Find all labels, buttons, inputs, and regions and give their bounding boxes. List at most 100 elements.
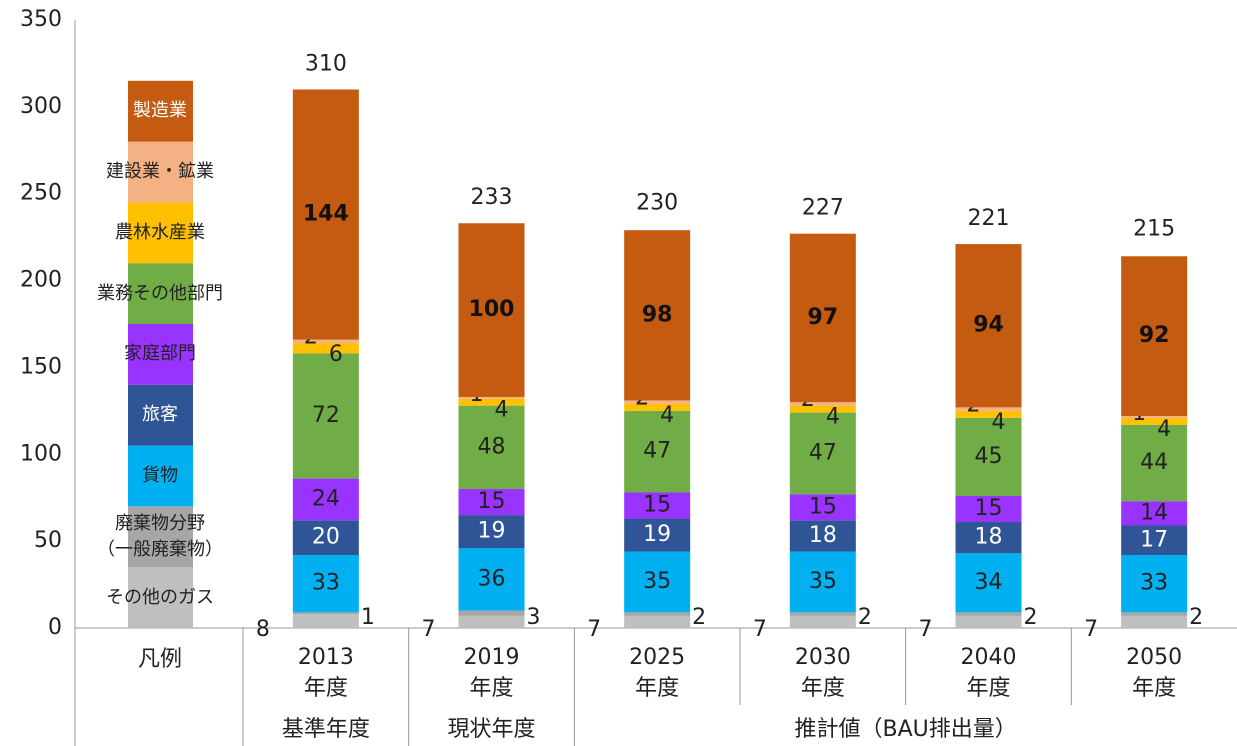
- value-label: 4: [826, 405, 840, 430]
- value-label: 47: [643, 439, 671, 464]
- legend-swatch: [128, 384, 193, 446]
- value-label: 18: [809, 523, 837, 548]
- value-label: 17: [1140, 527, 1168, 552]
- bar-segment: [1121, 501, 1188, 526]
- y-tick-label: 300: [20, 94, 62, 119]
- bar-segment: [1121, 612, 1188, 616]
- bar-segment: [292, 612, 359, 615]
- value-label: 15: [975, 496, 1003, 521]
- legend-label: 製造業: [133, 100, 187, 122]
- bar-segment: [292, 89, 359, 340]
- bar-segment: [955, 612, 1022, 616]
- legend-swatch: [128, 202, 193, 264]
- y-tick-label: 350: [20, 7, 62, 32]
- bar-segment: [458, 489, 525, 516]
- bar-segment: [458, 396, 525, 399]
- x-tick-suffix: 年度: [966, 676, 1010, 701]
- x-tick-label: 2013: [298, 645, 354, 670]
- value-label: 45: [975, 444, 1003, 469]
- legend-swatch: [128, 80, 193, 142]
- value-label: 20: [312, 525, 340, 550]
- value-label: 19: [643, 522, 671, 547]
- value-label: 97: [808, 305, 839, 330]
- bar-segment: [955, 495, 1022, 523]
- x-tick-label: 2050: [1126, 645, 1182, 670]
- bar-segment: [624, 551, 691, 613]
- bar-segment: [458, 398, 525, 406]
- value-label: 14: [1140, 500, 1168, 525]
- x-tick-label: 2019: [464, 645, 520, 670]
- value-label: 2: [1024, 605, 1038, 630]
- x-tick-suffix: 年度: [635, 676, 679, 701]
- value-label: 24: [312, 486, 340, 511]
- bar-segment: [1121, 424, 1188, 502]
- bar-segment: [789, 615, 856, 628]
- bar-segment: [292, 343, 359, 354]
- bar-segment: [292, 339, 359, 344]
- value-label: 44: [1140, 450, 1168, 475]
- bar-segment: [789, 612, 856, 616]
- value-label: 2: [1189, 605, 1203, 630]
- bar-segment: [789, 233, 856, 403]
- bar-segment: [955, 407, 1022, 411]
- value-label: 4: [495, 398, 509, 423]
- legend-label: 農林水産業: [115, 221, 205, 243]
- bar-segment: [1121, 256, 1188, 417]
- group-label: 推計値（BAU排出量）: [795, 717, 1017, 742]
- legend-swatch: [128, 567, 193, 628]
- value-label: 3: [527, 605, 541, 630]
- value-label: 18: [975, 525, 1003, 550]
- bar-segment: [1121, 416, 1188, 418]
- bar-segment: [789, 551, 856, 613]
- value-label: 4: [660, 403, 674, 428]
- x-tick-label: 2040: [961, 645, 1017, 670]
- value-label: 19: [478, 519, 506, 544]
- value-label: 8: [256, 617, 270, 642]
- bar-segment: [789, 402, 856, 406]
- bar-segment: [955, 410, 1022, 418]
- legend-label: その他のガス: [106, 586, 214, 608]
- bar-segment: [1121, 615, 1188, 628]
- value-label: 15: [478, 489, 506, 514]
- value-label: 34: [975, 570, 1003, 595]
- bar-segment: [458, 610, 525, 616]
- value-label: 7: [753, 617, 767, 642]
- bar-segment: [292, 520, 359, 556]
- value-label: 2: [692, 605, 706, 630]
- y-tick-label: 150: [20, 354, 62, 379]
- value-label: 35: [643, 569, 671, 594]
- legend-label: 旅客: [142, 404, 178, 426]
- bar-segment: [789, 494, 856, 521]
- value-label: 7: [422, 617, 436, 642]
- value-label: 6: [329, 342, 343, 367]
- value-label: 15: [809, 494, 837, 519]
- value-label: 144: [303, 202, 349, 227]
- legend-label: 業務その他部門: [97, 282, 223, 304]
- legend-label: 建設業・鉱業: [106, 161, 214, 182]
- total-label: 233: [471, 185, 513, 210]
- bar-segment: [458, 548, 525, 611]
- bar-segment: [955, 522, 1022, 554]
- bar-segment: [955, 417, 1022, 496]
- bar-segment: [624, 400, 691, 404]
- x-tick-suffix: 年度: [469, 676, 513, 701]
- bar-segment: [458, 515, 525, 549]
- total-label: 221: [968, 206, 1010, 231]
- bar-segment: [458, 223, 525, 397]
- bar-segment: [789, 412, 856, 495]
- value-label: 15: [643, 493, 671, 518]
- bar-segment: [1121, 417, 1188, 425]
- bar-segment: [292, 614, 359, 628]
- legend-swatch: [128, 445, 193, 507]
- bar-segment: [292, 353, 359, 479]
- bar-segment: [292, 478, 359, 521]
- y-tick-label: 0: [48, 615, 62, 640]
- bar-segment: [624, 612, 691, 616]
- bar-segment: [624, 615, 691, 628]
- x-tick-suffix: 年度: [801, 676, 845, 701]
- value-label: 7: [1084, 617, 1098, 642]
- bar-segment: [955, 615, 1022, 628]
- total-label: 310: [305, 51, 347, 76]
- value-label: 33: [1140, 571, 1168, 596]
